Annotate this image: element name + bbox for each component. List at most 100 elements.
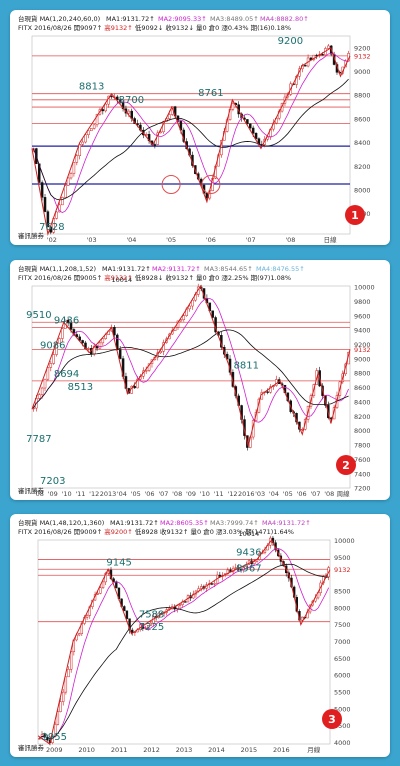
trend-line xyxy=(37,539,331,745)
candle-body xyxy=(59,701,62,712)
header-ma-params: 台現貨 MA(1,20,240,60,0) xyxy=(18,14,100,23)
candle-body xyxy=(156,132,160,145)
x-tick-label: '09 xyxy=(186,490,196,498)
moving-average-line xyxy=(33,53,349,214)
highlight-circle xyxy=(161,175,181,194)
y-tick-label: 5000 xyxy=(334,705,351,713)
candle-body xyxy=(266,391,269,393)
candle-body xyxy=(321,54,324,56)
candle-body xyxy=(46,367,50,380)
header-ma2: MA2:8605.35↑ xyxy=(160,519,209,527)
candle-body xyxy=(77,633,81,636)
price-annotation: 8811 xyxy=(234,360,259,371)
x-tick-label: '08 xyxy=(324,490,334,498)
x-tick-label: 2015 xyxy=(241,746,258,754)
chart-panel-2: 台現貨 MA(1,1,208,1,52) MA1:9131.72↑ MA2:91… xyxy=(10,260,390,500)
y-tick-label: 9800 xyxy=(354,298,371,306)
candle-body xyxy=(40,387,44,395)
y-tick-label: 9000 xyxy=(354,68,371,76)
candle-body xyxy=(66,319,70,324)
candle-body xyxy=(78,336,81,341)
plot-area-1: 920091329000880086008400820080007800'02'… xyxy=(31,35,371,244)
y-tick-label: 8400 xyxy=(354,398,371,406)
price-annotation: 8761 xyxy=(198,88,223,99)
price-annotation: 7787 xyxy=(26,434,51,445)
candle-body xyxy=(231,103,235,110)
candle-body xyxy=(113,327,116,336)
header-quote: FITX 2016/08/26 開9097↑ 高9132↑ 低9092↓ 收91… xyxy=(18,23,291,32)
candle-body xyxy=(90,128,93,132)
candle-body xyxy=(110,95,113,98)
header-ma1: MA1:9131.72↑ xyxy=(102,265,151,273)
price-annotation: 3955 xyxy=(41,732,66,743)
candle-body xyxy=(303,65,307,67)
y-tick-label: 9000 xyxy=(354,355,371,363)
candle-body xyxy=(188,305,191,310)
candle-body xyxy=(40,182,44,198)
x-tick-label: 2013 xyxy=(100,490,117,498)
price-annotation: 10014 xyxy=(112,276,133,284)
x-tick-label: 周線 xyxy=(337,489,351,498)
candle-body xyxy=(168,114,171,119)
candle-body xyxy=(118,349,122,359)
header-ma1: MA1:9131.72↑ xyxy=(106,15,155,23)
candle-body xyxy=(213,583,216,585)
candle-body xyxy=(159,351,162,354)
candle-body xyxy=(58,338,61,344)
candle-body xyxy=(249,123,252,129)
chart-panel-1: 台現貨 MA(1,20,240,60,0) MA1:9131.72↑ MA2:9… xyxy=(10,10,390,245)
candle-body xyxy=(75,334,79,338)
y-tick-label: 6000 xyxy=(334,672,351,680)
y-tick-label: 9200 xyxy=(354,341,371,349)
candle-body xyxy=(127,110,131,114)
candle-body xyxy=(133,385,136,389)
price-annotation: 8813 xyxy=(79,82,104,93)
x-tick-label: '06 xyxy=(297,490,307,498)
counter-label: 審訊勝券 xyxy=(18,486,45,495)
x-tick-label: '08 xyxy=(34,490,44,498)
moving-average-line xyxy=(33,78,349,201)
candle-body xyxy=(92,124,96,129)
candle-body xyxy=(101,109,105,112)
candle-body xyxy=(62,691,65,702)
candle-body xyxy=(69,173,73,179)
x-tick-label: 2009 xyxy=(46,746,63,754)
candle-body xyxy=(67,669,70,678)
header-quote: FITX 2016/08/26 開9009↑ 高9200↑ 低8928 收913… xyxy=(18,527,294,536)
counter-label: 審訊勝券 xyxy=(18,743,45,752)
candle-body xyxy=(96,593,99,595)
candle-body xyxy=(300,616,304,621)
x-tick-label: '11 xyxy=(214,490,224,498)
candle-body xyxy=(99,587,102,594)
candle-body xyxy=(51,736,54,743)
x-tick-label: '10 xyxy=(62,490,72,498)
price-annotation: 9086 xyxy=(40,341,65,352)
y-tick-label: 8200 xyxy=(354,163,371,171)
x-tick-label: '08 xyxy=(285,236,295,244)
candle-body xyxy=(55,211,58,219)
counter-label: 審訊勝券 xyxy=(18,231,45,240)
y-tick-label: 7200 xyxy=(354,485,371,493)
header-ma2: MA2:9131.72↑ xyxy=(152,265,201,273)
header-ma-params: 台現貨 MA(1,1,208,1,52) xyxy=(18,264,96,273)
x-tick-label: 2012 xyxy=(143,746,160,754)
x-tick-label: '05 xyxy=(131,490,141,498)
price-annotation: 10014 xyxy=(239,530,260,538)
y-tick-label: 9200 xyxy=(354,44,371,52)
y-tick-label: 9132 xyxy=(334,566,351,574)
x-tick-label: '05 xyxy=(283,490,293,498)
y-tick-label: 8500 xyxy=(334,587,351,595)
candle-body xyxy=(234,567,237,569)
candle-body xyxy=(81,340,84,344)
x-tick-label: '08 xyxy=(172,490,182,498)
x-tick-label: '04 xyxy=(126,236,136,244)
x-tick-label: '05 xyxy=(166,236,176,244)
candle-body xyxy=(95,345,99,349)
candle-body xyxy=(56,711,60,725)
candle-body xyxy=(69,322,73,330)
price-annotation: 9145 xyxy=(106,557,131,568)
candle-body xyxy=(37,394,41,399)
candle-body xyxy=(144,134,148,136)
badge-2: 2 xyxy=(336,455,356,475)
